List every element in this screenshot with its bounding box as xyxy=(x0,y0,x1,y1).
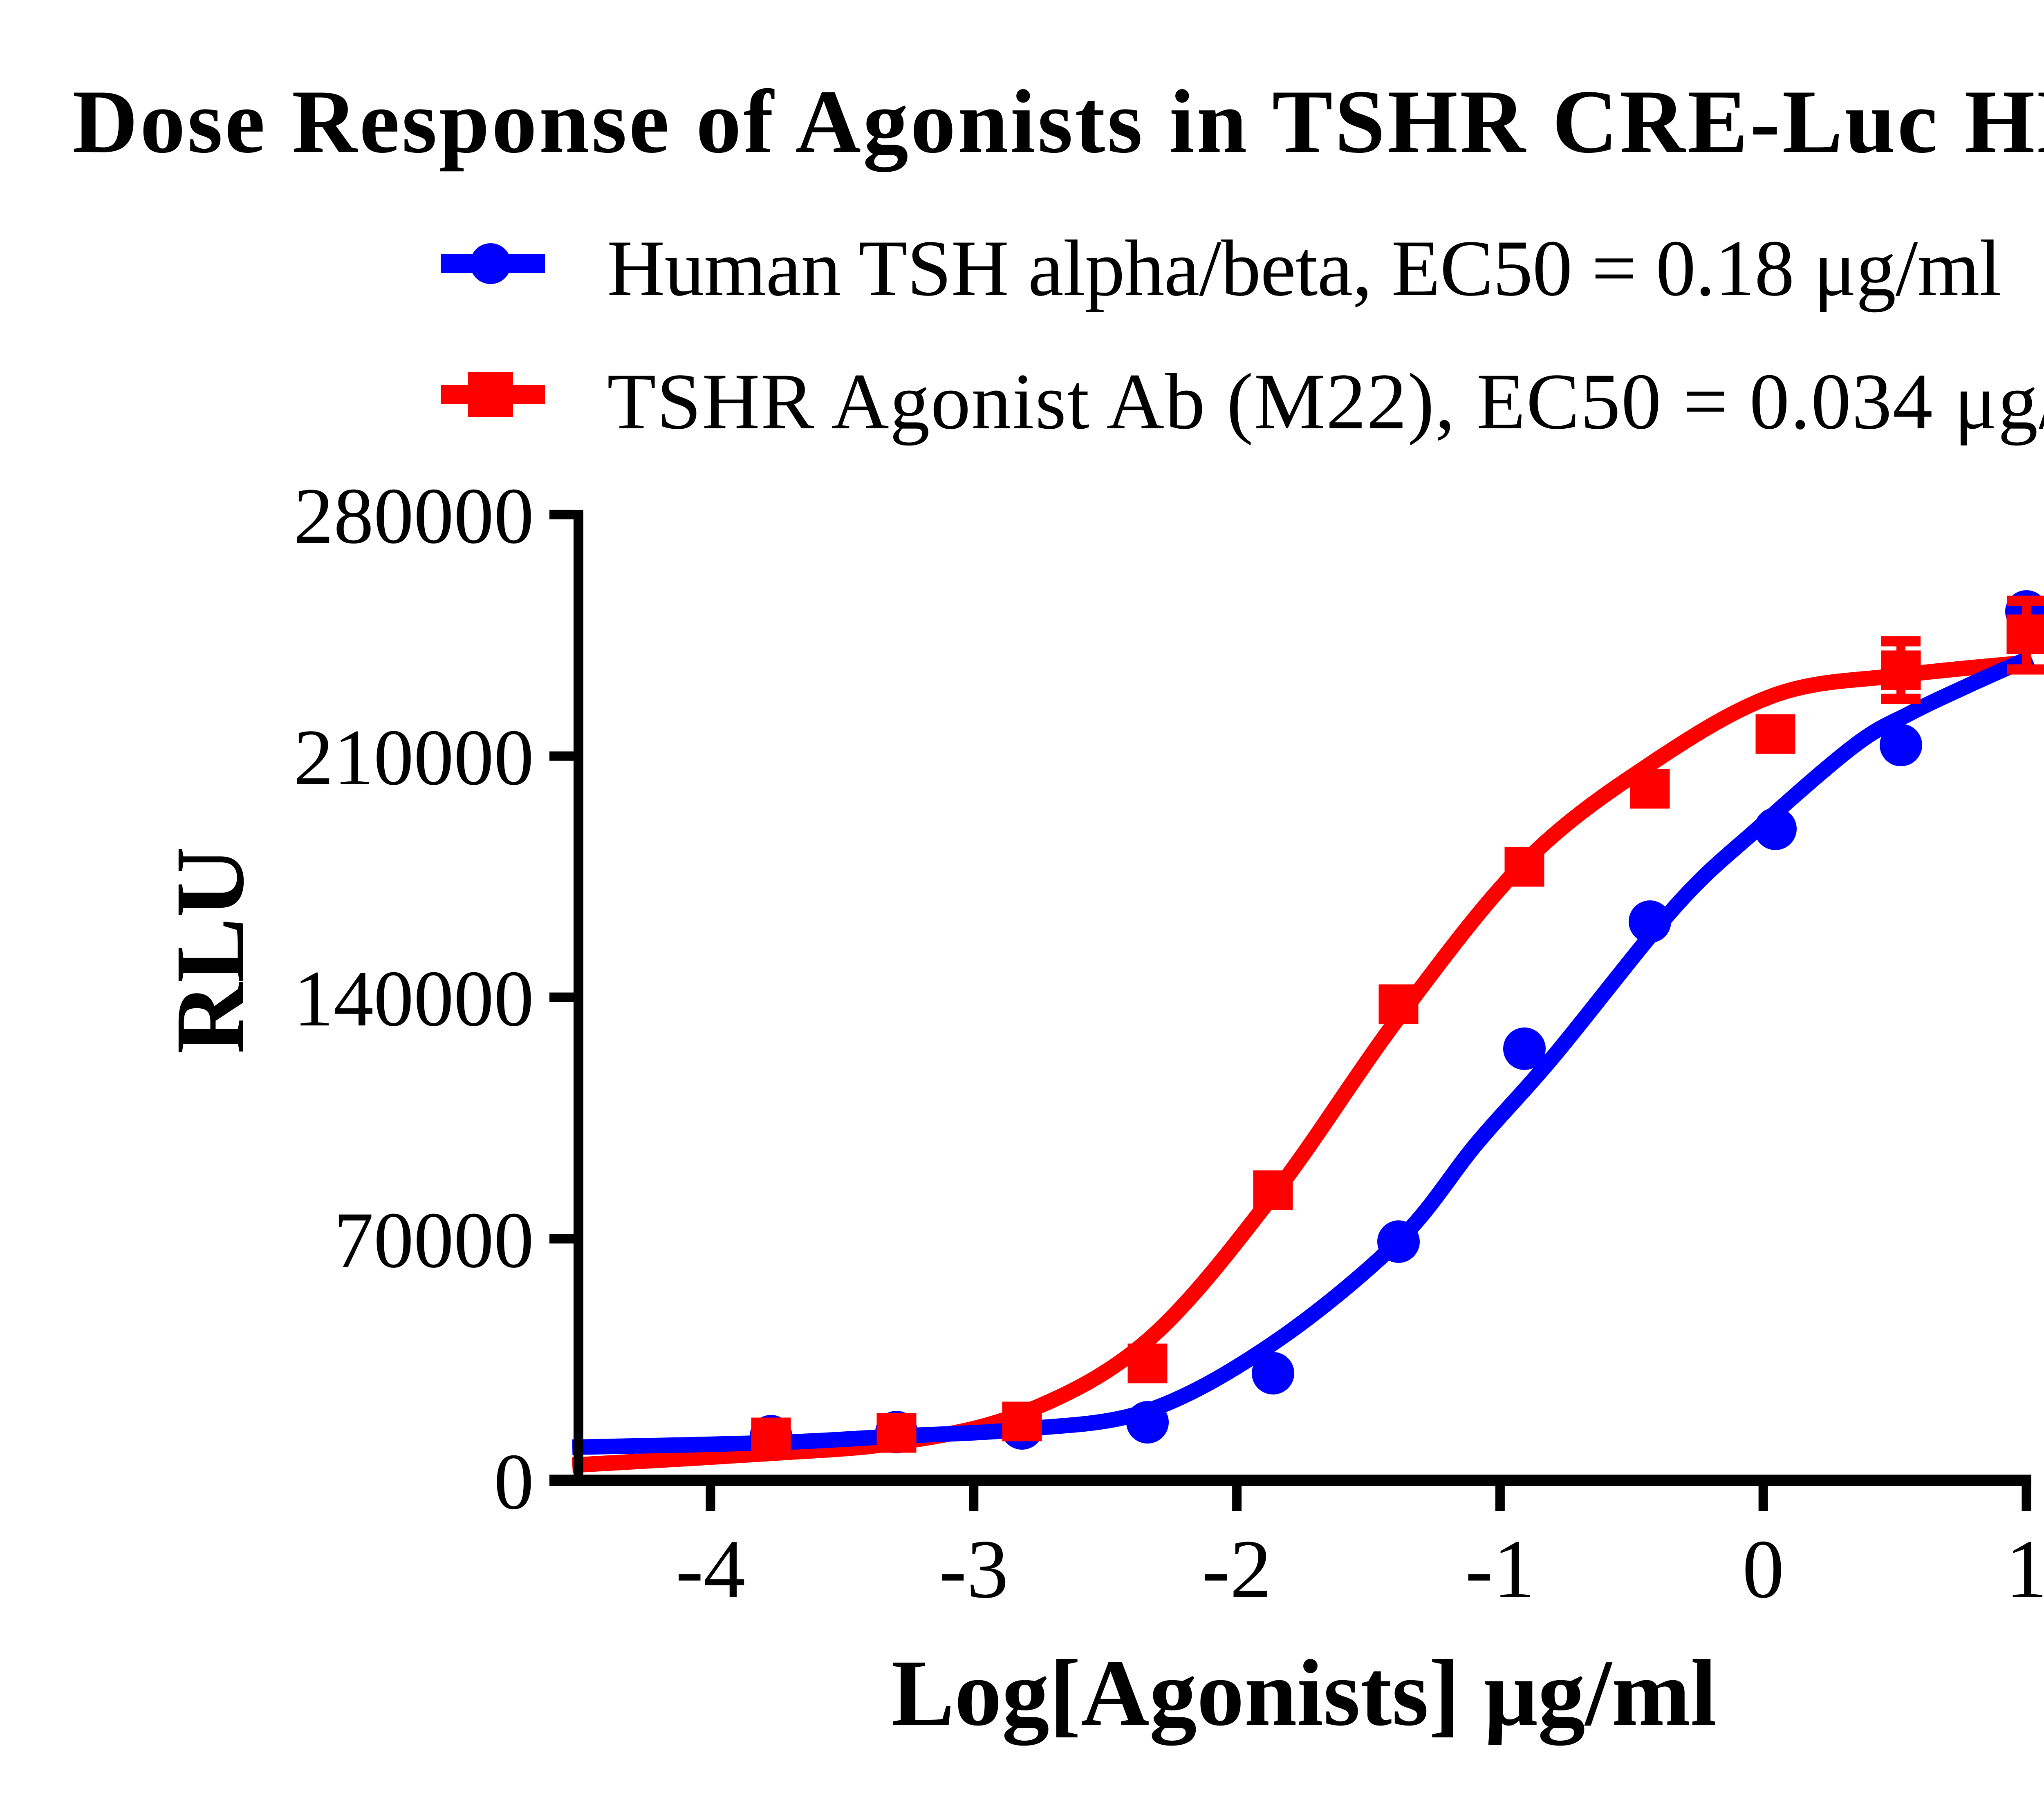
svg-text:280000: 280000 xyxy=(294,472,534,560)
svg-text:-2: -2 xyxy=(1202,1523,1272,1616)
svg-text:RLU: RLU xyxy=(155,847,264,1054)
svg-text:-4: -4 xyxy=(676,1523,746,1616)
svg-text:210000: 210000 xyxy=(294,713,534,802)
svg-text:140000: 140000 xyxy=(294,954,534,1043)
svg-text:0: 0 xyxy=(494,1437,534,1526)
svg-text:1: 1 xyxy=(2006,1523,2044,1616)
svg-text:70000: 70000 xyxy=(334,1196,534,1285)
svg-text:0: 0 xyxy=(1742,1523,1784,1616)
svg-text:Human TSH alpha/beta, EC50 = 0: Human TSH alpha/beta, EC50 = 0.18 μg/ml xyxy=(607,224,2001,313)
svg-text:-3: -3 xyxy=(939,1523,1009,1616)
svg-text:Dose Response of Agonists in T: Dose Response of Agonists in TSHR CRE-Lu… xyxy=(72,72,2044,172)
svg-text:Log[Agonists] μg/ml: Log[Agonists] μg/ml xyxy=(891,1641,1717,1746)
svg-text:-1: -1 xyxy=(1465,1523,1535,1616)
svg-text:TSHR Agonist Ab (M22), EC50 =: TSHR Agonist Ab (M22), EC50 = 0.034 μg/m… xyxy=(607,357,2044,446)
